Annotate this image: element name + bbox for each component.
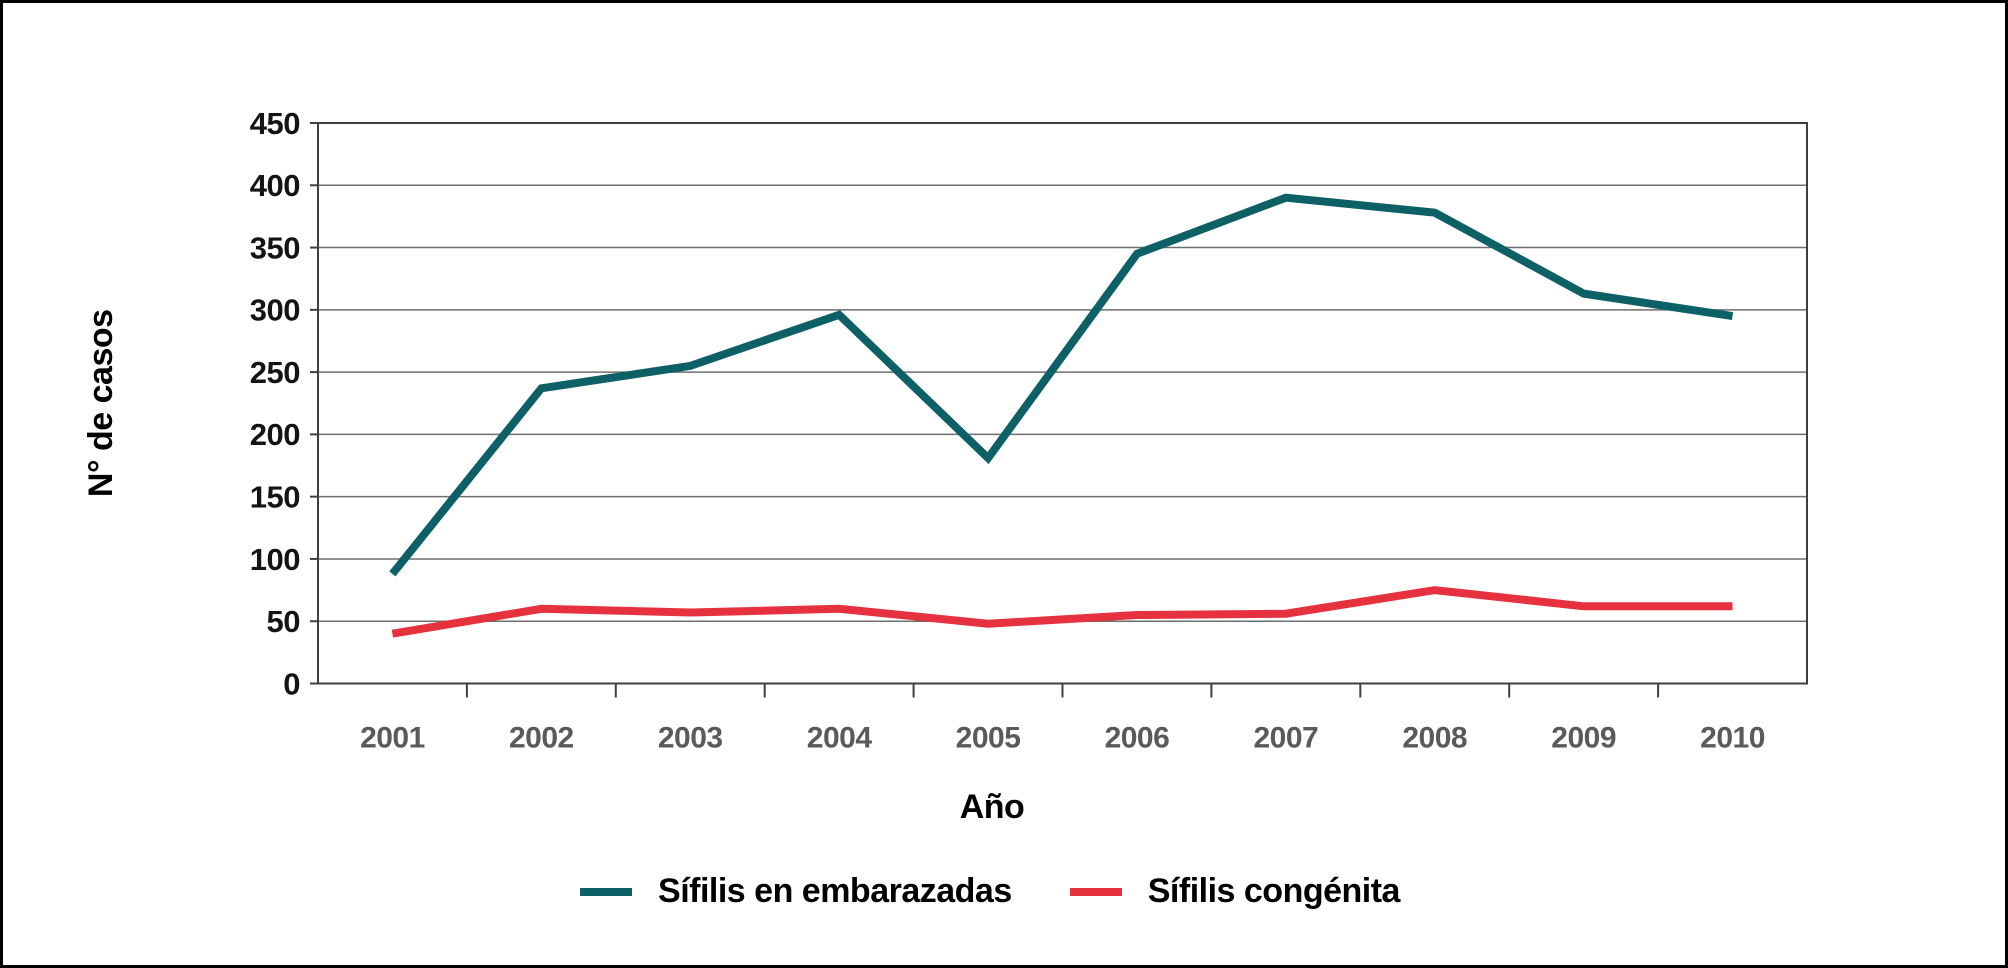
x-tick-label: 2002 [509, 722, 574, 755]
chart-legend: Sífilis en embarazadas Sífilis congénita [580, 872, 1400, 911]
y-tick-label: 150 [250, 480, 300, 515]
x-axis-title: Año [960, 788, 1025, 826]
x-tick-label: 2001 [360, 722, 425, 755]
y-tick-label: 0 [283, 666, 300, 701]
y-axis-title: N° de casos [82, 309, 120, 497]
legend-label: Sífilis en embarazadas [658, 872, 1012, 910]
y-tick-label: 50 [267, 604, 300, 639]
legend-line-swatch-red [1069, 887, 1122, 896]
legend-label: Sífilis congénita [1147, 872, 1401, 910]
x-tick-label: 2009 [1551, 722, 1616, 755]
y-tick-label: 250 [250, 355, 300, 390]
x-tick-label: 2008 [1402, 722, 1467, 755]
legend-item-congenita: Sífilis congénita [1069, 872, 1401, 911]
x-tick-label: 2004 [807, 722, 873, 755]
y-tick-label: 300 [250, 293, 300, 328]
x-tick-label: 2003 [658, 722, 723, 755]
y-tick-label: 450 [250, 106, 300, 141]
series-line-0 [389, 193, 1734, 577]
y-tick-label: 350 [250, 230, 300, 265]
x-tick-label: 2007 [1253, 722, 1318, 755]
legend-item-embarazadas: Sífilis en embarazadas [580, 872, 1012, 911]
y-tick-label: 400 [250, 168, 300, 203]
y-tick-label: 100 [250, 542, 300, 577]
legend-line-swatch-teal [580, 887, 633, 896]
x-tick-label: 2010 [1700, 722, 1765, 755]
series-line-1 [391, 586, 1733, 638]
plot-frame [317, 122, 1808, 685]
x-tick-label: 2005 [956, 722, 1021, 755]
x-tick-label: 2006 [1105, 722, 1170, 755]
y-tick-label: 200 [250, 417, 300, 452]
